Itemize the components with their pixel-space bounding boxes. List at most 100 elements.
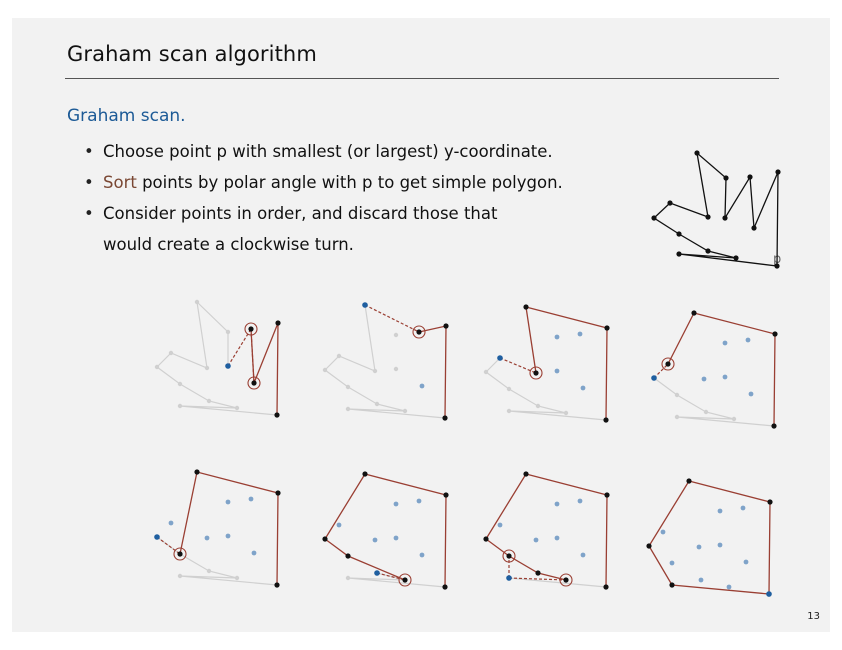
hull-point xyxy=(322,536,328,542)
unscanned-chain xyxy=(508,577,607,588)
bullet-item-2: Sort points by polar angle with p to get… xyxy=(84,167,563,198)
candidate-edge-1 xyxy=(653,363,669,379)
unscanned-point xyxy=(703,409,709,415)
unscanned-point xyxy=(336,353,342,359)
highlight-ring xyxy=(247,376,261,390)
hull-point xyxy=(416,329,422,335)
hull-point xyxy=(251,380,257,386)
step-diagram-5 xyxy=(154,469,281,588)
slide-title: Graham scan algorithm xyxy=(67,42,317,66)
overview-point-14 xyxy=(676,251,682,257)
overview-point-8 xyxy=(705,214,711,220)
candidate-edge-2 xyxy=(250,328,255,384)
highlight-ring xyxy=(529,366,543,380)
hull-point xyxy=(535,570,541,576)
section-heading: Graham scan. xyxy=(67,106,186,126)
unscanned-point xyxy=(506,408,512,414)
unscanned-point xyxy=(177,573,183,579)
discarded-point xyxy=(336,522,342,528)
final-hull xyxy=(648,480,771,595)
hull-point xyxy=(275,490,281,496)
discarded-point xyxy=(717,542,723,548)
hull-point xyxy=(533,370,539,376)
current-point xyxy=(362,302,368,308)
discarded-point xyxy=(168,520,174,526)
discarded-point xyxy=(372,537,378,543)
discarded-point xyxy=(726,584,732,590)
highlight-ring xyxy=(398,573,412,587)
unscanned-point xyxy=(374,401,380,407)
hull-stack-edges xyxy=(250,322,279,416)
hull-stack-edges xyxy=(525,306,608,421)
discarded-point xyxy=(577,331,583,337)
discarded-point xyxy=(393,501,399,507)
hull-point xyxy=(248,326,254,332)
discarded-point xyxy=(533,537,539,543)
step-diagrams xyxy=(154,299,778,597)
hull-point xyxy=(443,323,449,329)
bullet-text-3: Consider points in order, and discard th… xyxy=(103,204,498,223)
overview-point-3 xyxy=(751,225,757,231)
hull-point xyxy=(274,582,280,588)
overview-point-10 xyxy=(651,215,657,221)
hull-point xyxy=(194,469,200,475)
hull-point xyxy=(604,325,610,331)
unscanned-point xyxy=(322,367,328,373)
unscanned-point xyxy=(506,386,512,392)
overview-point-2 xyxy=(775,169,781,175)
unscanned-point xyxy=(345,406,351,412)
discarded-point xyxy=(419,383,425,389)
unscanned-point xyxy=(393,332,399,338)
hull-point xyxy=(603,584,609,590)
discarded-point xyxy=(748,391,754,397)
hull-point xyxy=(274,412,280,418)
unscanned-point xyxy=(177,403,183,409)
bullet-item-3: Consider points in order, and discard th… xyxy=(84,198,563,260)
candidate-edge-1 xyxy=(227,328,252,367)
overview-polygon xyxy=(651,150,781,269)
step-diagram-8 xyxy=(646,478,773,597)
unscanned-point xyxy=(206,398,212,404)
sort-keyword: Sort xyxy=(103,173,137,192)
hull-point xyxy=(767,499,773,505)
discarded-point xyxy=(722,374,728,380)
discarded-point xyxy=(696,544,702,550)
slide: Graham scan algorithm Graham scan. Choos… xyxy=(12,18,830,632)
discarded-point xyxy=(580,552,586,558)
step-diagram-4 xyxy=(651,310,778,429)
unscanned-point xyxy=(234,575,240,581)
hull-point xyxy=(772,331,778,337)
unscanned-point xyxy=(674,392,680,398)
discarded-point xyxy=(251,550,257,556)
current-point xyxy=(225,363,231,369)
bullet-text-1: Choose point p with smallest (or largest… xyxy=(103,142,553,161)
discarded-point xyxy=(225,533,231,539)
discarded-point xyxy=(580,385,586,391)
overview-point-1 xyxy=(774,263,780,269)
hull-stack-edges xyxy=(667,312,776,427)
highlight-ring xyxy=(661,357,675,371)
unscanned-chain xyxy=(156,300,278,416)
unscanned-point xyxy=(674,414,680,420)
discarded-point xyxy=(577,498,583,504)
discarded-point xyxy=(740,505,746,511)
hull-point xyxy=(523,304,529,310)
discarded-point xyxy=(225,499,231,505)
page-number: 13 xyxy=(807,611,820,622)
discarded-point xyxy=(554,535,560,541)
unscanned-point xyxy=(168,350,174,356)
hull-stack-edges xyxy=(179,471,279,586)
hull-point xyxy=(442,415,448,421)
overview-point-9 xyxy=(667,200,673,206)
discarded-point xyxy=(669,560,675,566)
hull-point xyxy=(443,492,449,498)
unscanned-point xyxy=(535,403,541,409)
hull-point xyxy=(275,320,281,326)
hull-point xyxy=(603,417,609,423)
unscanned-point xyxy=(372,368,378,374)
discarded-point xyxy=(554,368,560,374)
highlight-ring xyxy=(559,573,573,587)
hull-point xyxy=(345,553,351,559)
candidate-edge-2 xyxy=(508,577,567,581)
unscanned-point xyxy=(206,568,212,574)
